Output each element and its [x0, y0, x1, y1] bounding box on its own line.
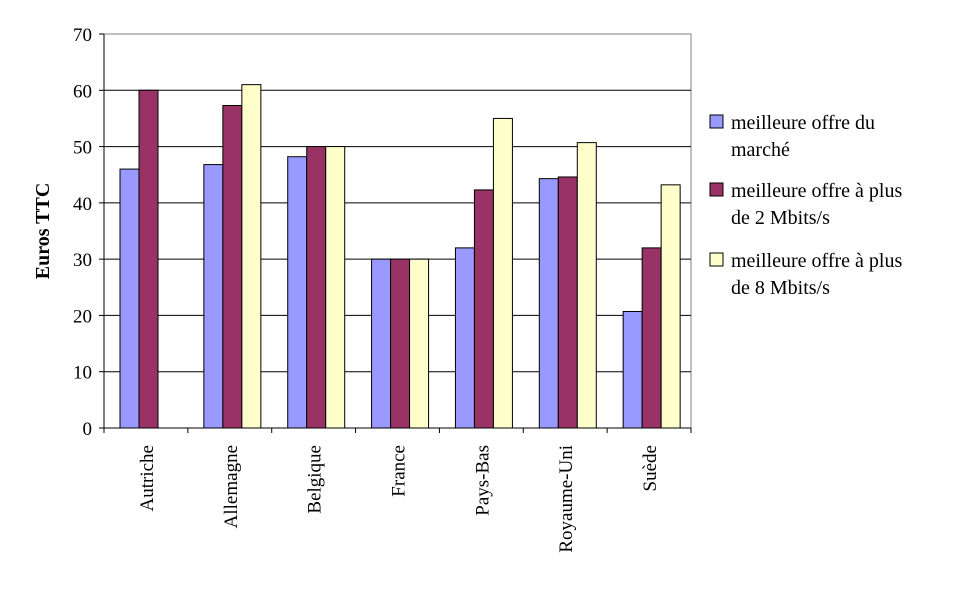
- legend-label-3: meilleure offre à plus: [731, 250, 902, 272]
- bar-2-royaume-uni: [557, 176, 578, 429]
- legend-label-1: marché: [731, 139, 790, 161]
- legend-label-2: de 2 Mbits/s: [731, 207, 830, 229]
- axes: [99, 33, 692, 433]
- bar-2-belgique: [306, 146, 327, 429]
- bar-3-belgique: [325, 146, 346, 429]
- bar-2-pays-bas: [473, 189, 494, 429]
- bar-3-allemagne: [241, 84, 262, 429]
- bar-3-pays-bas: [492, 117, 513, 429]
- bar-2-allemagne: [222, 104, 243, 429]
- legend: meilleure offre du marché meilleure offre …: [709, 112, 902, 299]
- category-label-autriche: Autriche: [137, 445, 158, 511]
- bar-2-suède: [641, 247, 662, 429]
- legend-label-3: de 8 Mbits/s: [731, 277, 830, 299]
- y-tick-label: 40: [73, 194, 92, 215]
- y-axis-title: Euros TTC: [32, 183, 54, 280]
- y-tick-label: 30: [73, 250, 92, 271]
- y-tick-label: 50: [73, 138, 92, 159]
- category-label-allemagne: Allemagne: [221, 445, 242, 528]
- category-label-pays-bas: Pays-Bas: [472, 445, 493, 516]
- bar-1-royaume-uni: [538, 178, 559, 429]
- legend-label-1: meilleure offre du: [731, 112, 875, 134]
- y-tick-labels: 0 10 20 30 40 50 60 70: [73, 25, 92, 440]
- category-label-royaume-uni: Royaume-Uni: [556, 445, 577, 553]
- category-label-suède: Suède: [640, 445, 661, 491]
- bar-3-royaume-uni: [576, 142, 597, 429]
- category-label-belgique: Belgique: [305, 445, 326, 514]
- bar-2-france: [390, 258, 411, 429]
- category-label-france: France: [389, 445, 410, 497]
- bar-1-allemagne: [203, 164, 224, 429]
- y-tick-label: 0: [83, 419, 93, 440]
- bar-1-suède: [622, 310, 643, 429]
- legend-swatch-3: [709, 252, 724, 267]
- y-tick-label: 70: [73, 25, 92, 46]
- bar-1-pays-bas: [454, 247, 475, 429]
- x-tick-labels: Autriche Allemagne Belgique France Pays-Bas R…: [137, 445, 661, 553]
- y-tick-label: 20: [73, 306, 92, 327]
- y-tick-label: 60: [73, 81, 92, 102]
- legend-label-2: meilleure offre à plus: [731, 180, 902, 202]
- y-tick-label: 10: [73, 363, 92, 384]
- bar-3-france: [409, 258, 430, 429]
- bar-1-autriche: [119, 168, 140, 429]
- bars: [119, 84, 681, 429]
- bar-3-suède: [660, 184, 681, 429]
- bar-1-france: [371, 258, 392, 429]
- legend-swatch-1: [709, 114, 724, 129]
- bar-2-autriche: [138, 89, 159, 429]
- legend-swatch-2: [709, 182, 724, 197]
- bar-1-belgique: [287, 156, 308, 429]
